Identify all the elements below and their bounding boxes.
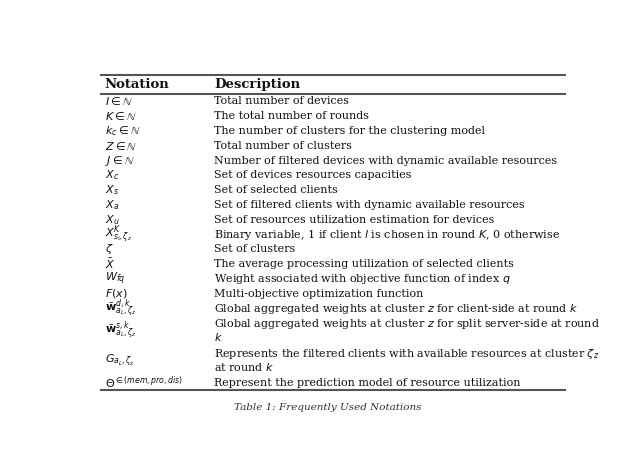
Text: Set of filtered clients with dynamic available resources: Set of filtered clients with dynamic ava… (214, 200, 525, 210)
Text: Binary variable, 1 if client $l$ is chosen in round $K$, 0 otherwise: Binary variable, 1 if client $l$ is chos… (214, 227, 560, 242)
Text: Table 1: Frequently Used Notations: Table 1: Frequently Used Notations (234, 403, 422, 412)
Text: $\bar{\mathbf{w}}^{d,k}_{a_L,\zeta_z}$: $\bar{\mathbf{w}}^{d,k}_{a_L,\zeta_z}$ (105, 297, 136, 320)
Text: $W_{fq}$: $W_{fq}$ (105, 271, 125, 287)
Text: at round $k$: at round $k$ (214, 361, 275, 373)
Text: $I \in \mathbb{N}$: $I \in \mathbb{N}$ (105, 95, 132, 107)
Text: Total number of devices: Total number of devices (214, 96, 349, 106)
Text: Set of devices resources capacities: Set of devices resources capacities (214, 171, 412, 180)
Text: Set of clusters: Set of clusters (214, 244, 295, 254)
Text: $Z \in \mathbb{N}$: $Z \in \mathbb{N}$ (105, 140, 137, 152)
Text: $F(x)$: $F(x)$ (105, 287, 127, 300)
Text: $X_u$: $X_u$ (105, 213, 120, 227)
Text: Total number of clusters: Total number of clusters (214, 141, 352, 151)
Text: Represents the filtered clients with available resources at cluster $\zeta_z$: Represents the filtered clients with ava… (214, 347, 599, 361)
Text: The total number of rounds: The total number of rounds (214, 111, 369, 121)
Text: $\Theta^{\in(mem,pro,dis)}$: $\Theta^{\in(mem,pro,dis)}$ (105, 374, 183, 391)
Text: $X_s$: $X_s$ (105, 183, 119, 197)
Text: $k$: $k$ (214, 332, 223, 343)
Text: Global aggregated weights at cluster $z$ for client-side at round $k$: Global aggregated weights at cluster $z$… (214, 302, 579, 316)
Text: Set of resources utilization estimation for devices: Set of resources utilization estimation … (214, 215, 494, 225)
Text: $X^{K}_{s_l,\zeta_z}$: $X^{K}_{s_l,\zeta_z}$ (105, 224, 132, 246)
Text: Notation: Notation (105, 78, 170, 91)
Text: Global aggregated weights at cluster $z$ for split server-side at round: Global aggregated weights at cluster $z$… (214, 317, 600, 332)
Text: Multi-objective optimization function: Multi-objective optimization function (214, 289, 423, 299)
Text: Description: Description (214, 78, 300, 91)
Text: $\bar{\mathbf{w}}^{s,k}_{a_L,\zeta_z}$: $\bar{\mathbf{w}}^{s,k}_{a_L,\zeta_z}$ (105, 320, 136, 342)
Text: $\bar{X}$: $\bar{X}$ (105, 257, 115, 271)
Text: Represent the prediction model of resource utilization: Represent the prediction model of resour… (214, 378, 520, 388)
Text: $X_a$: $X_a$ (105, 198, 119, 212)
Text: $K \in \mathbb{N}$: $K \in \mathbb{N}$ (105, 110, 136, 122)
Text: The average processing utilization of selected clients: The average processing utilization of se… (214, 259, 514, 269)
Text: $J \in \mathbb{N}$: $J \in \mathbb{N}$ (105, 154, 134, 168)
Text: Set of selected clients: Set of selected clients (214, 185, 338, 195)
Text: Weight associated with objective function of index $q$: Weight associated with objective functio… (214, 272, 511, 286)
Text: $G_{a_L,\zeta_z}$: $G_{a_L,\zeta_z}$ (105, 352, 134, 369)
Text: Number of filtered devices with dynamic available resources: Number of filtered devices with dynamic … (214, 155, 557, 166)
Text: $X_c$: $X_c$ (105, 169, 119, 182)
Text: $\zeta$: $\zeta$ (105, 243, 113, 256)
Text: The number of clusters for the clustering model: The number of clusters for the clusterin… (214, 126, 485, 136)
Text: $k_c \in \mathbb{N}$: $k_c \in \mathbb{N}$ (105, 124, 140, 138)
